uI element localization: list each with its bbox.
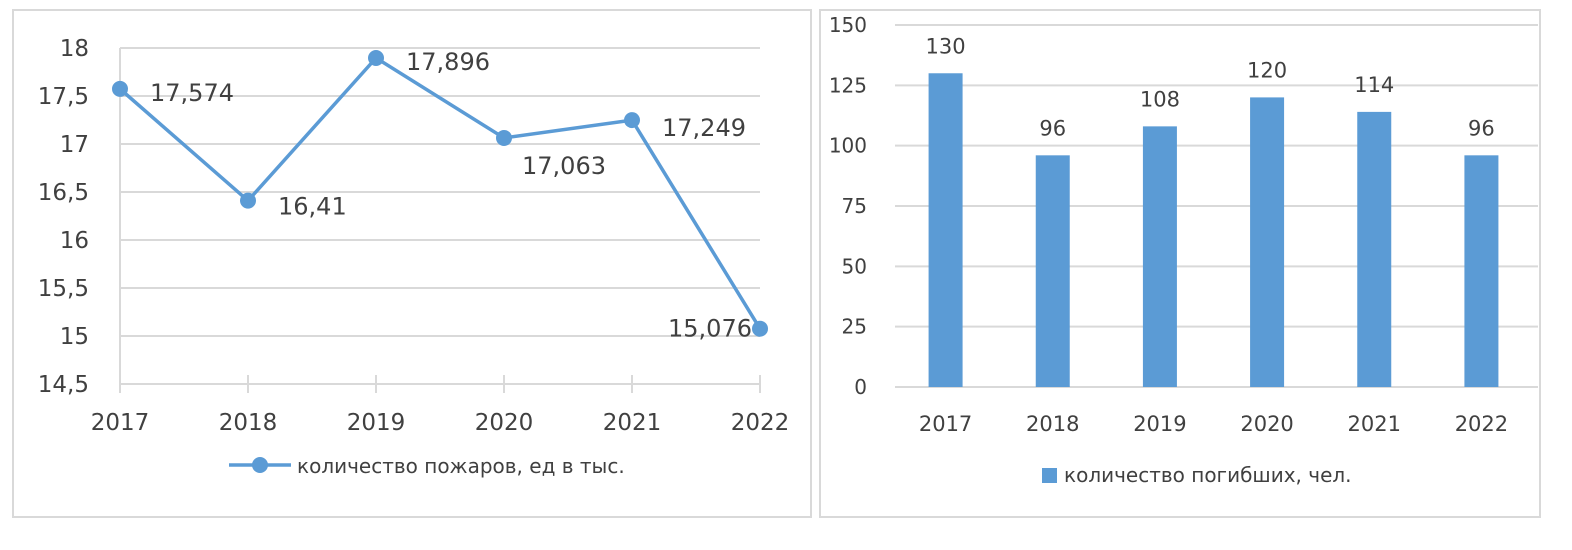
x-tick-label: 2022 bbox=[731, 410, 790, 436]
y-tick-label: 16 bbox=[60, 228, 89, 254]
data-point bbox=[240, 192, 256, 209]
y-tick-label: 18 bbox=[60, 36, 89, 62]
fires-chart-panel bbox=[12, 9, 812, 518]
y-tick-label: 75 bbox=[842, 194, 867, 218]
y-tick-label: 15,5 bbox=[38, 276, 89, 302]
data-label: 17,063 bbox=[522, 152, 606, 180]
legend-label: количество погибших, чел. bbox=[1064, 463, 1352, 487]
y-tick-label: 50 bbox=[842, 254, 867, 278]
y-tick-label: 17 bbox=[60, 132, 89, 158]
data-label: 96 bbox=[1039, 116, 1066, 140]
data-label: 108 bbox=[1140, 87, 1180, 111]
data-label: 17,249 bbox=[662, 114, 746, 142]
y-tick-label: 15 bbox=[60, 324, 89, 350]
x-tick-label: 2022 bbox=[1455, 412, 1508, 436]
data-label: 17,896 bbox=[406, 48, 490, 76]
y-tick-label: 17,5 bbox=[38, 84, 89, 110]
x-tick-label: 2018 bbox=[1026, 412, 1079, 436]
legend-marker-icon bbox=[252, 457, 268, 473]
x-tick-label: 2018 bbox=[219, 410, 278, 436]
data-point bbox=[368, 49, 384, 66]
data-point bbox=[624, 112, 640, 129]
series-line bbox=[118, 55, 762, 330]
bar bbox=[1357, 111, 1392, 387]
data-label: 17,574 bbox=[150, 79, 234, 107]
legend-swatch-icon bbox=[1042, 468, 1057, 483]
x-tick-label: 2017 bbox=[91, 410, 150, 436]
bar bbox=[1142, 126, 1177, 388]
y-tick-label: 16,5 bbox=[38, 180, 89, 206]
y-tick-label: 150 bbox=[829, 13, 867, 37]
bar bbox=[1035, 155, 1070, 387]
x-tick-label: 2021 bbox=[603, 410, 662, 436]
y-tick-label: 25 bbox=[842, 315, 867, 339]
y-tick-label: 100 bbox=[829, 134, 867, 158]
data-label: 130 bbox=[926, 34, 966, 58]
y-tick-label: 125 bbox=[829, 73, 867, 97]
x-tick-label: 2020 bbox=[475, 410, 534, 436]
x-tick-label: 2019 bbox=[1133, 412, 1186, 436]
data-label: 16,41 bbox=[278, 193, 347, 221]
bar bbox=[1464, 155, 1499, 387]
x-tick-label: 2017 bbox=[919, 412, 972, 436]
data-label: 114 bbox=[1354, 73, 1394, 97]
data-point bbox=[752, 320, 768, 337]
y-tick-label: 0 bbox=[854, 375, 867, 399]
data-point bbox=[112, 80, 128, 97]
x-tick-label: 2020 bbox=[1240, 412, 1293, 436]
bar bbox=[1250, 97, 1285, 388]
y-tick-label: 14,5 bbox=[38, 372, 89, 398]
legend-label: количество пожаров, ед в тыс. bbox=[297, 454, 625, 478]
data-point bbox=[496, 129, 512, 146]
data-label: 120 bbox=[1247, 58, 1287, 82]
data-label: 15,076 bbox=[668, 315, 752, 343]
x-tick-label: 2019 bbox=[347, 410, 406, 436]
bar bbox=[928, 73, 963, 388]
x-tick-label: 2021 bbox=[1348, 412, 1401, 436]
data-label: 96 bbox=[1468, 116, 1495, 140]
